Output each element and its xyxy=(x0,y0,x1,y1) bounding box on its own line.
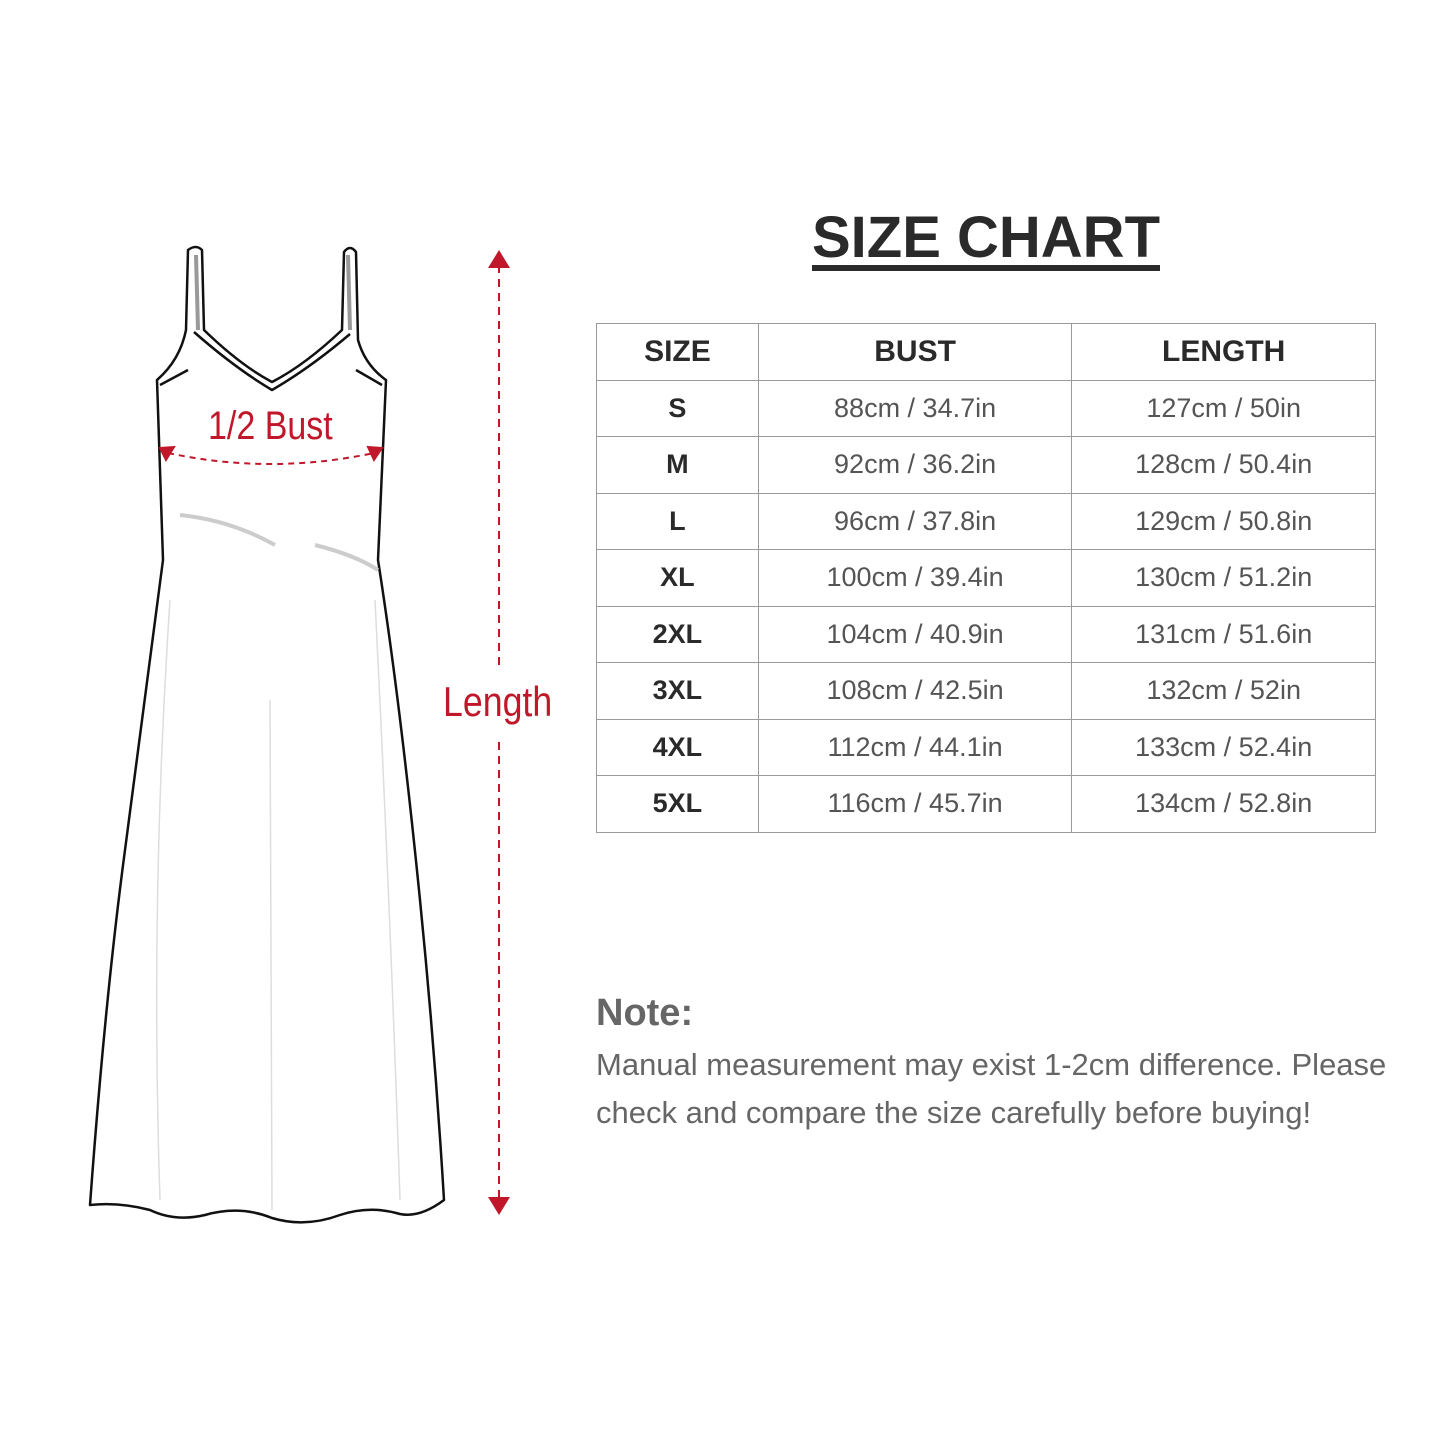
size-table: SIZE BUST LENGTH S 88cm / 34.7in 127cm / 5… xyxy=(596,323,1376,833)
dress-outline xyxy=(88,245,446,1224)
table-row: 4XL 112cm / 44.1in 133cm / 52.4in xyxy=(596,718,1376,776)
note: Note: Manual measurement may exist 1-2cm… xyxy=(596,992,1396,1137)
cell-length: 129cm / 50.8in xyxy=(1071,492,1376,550)
table-row: 3XL 108cm / 42.5in 132cm / 52in xyxy=(596,662,1376,720)
cell-length: 130cm / 51.2in xyxy=(1071,549,1376,607)
table-row: 5XL 116cm / 45.7in 134cm / 52.8in xyxy=(596,775,1376,833)
note-title: Note: xyxy=(596,992,694,1034)
note-text: Manual measurement may exist 1-2cm diffe… xyxy=(596,1047,1387,1130)
header-size: SIZE xyxy=(596,323,759,381)
arrow-up-icon xyxy=(488,250,510,268)
cell-length: 128cm / 50.4in xyxy=(1071,436,1376,494)
cell-length: 127cm / 50in xyxy=(1071,379,1376,437)
cell-bust: 108cm / 42.5in xyxy=(757,662,1073,720)
arrow-down-icon xyxy=(488,1197,510,1215)
cell-bust: 100cm / 39.4in xyxy=(757,549,1073,607)
table-row: S 88cm / 34.7in 127cm / 50in xyxy=(596,379,1376,437)
cell-bust: 92cm / 36.2in xyxy=(757,436,1073,494)
cell-size: 2XL xyxy=(596,605,759,663)
cell-bust: 104cm / 40.9in xyxy=(757,605,1073,663)
cell-size: M xyxy=(596,436,759,494)
neckline xyxy=(193,331,351,392)
cell-size: XL xyxy=(596,549,759,607)
cell-length: 133cm / 52.4in xyxy=(1071,718,1376,776)
cell-bust: 96cm / 37.8in xyxy=(757,492,1073,550)
cell-size: 5XL xyxy=(596,775,759,833)
cell-bust: 88cm / 34.7in xyxy=(757,379,1073,437)
bust-label: 1/2 Bust xyxy=(208,404,333,448)
cell-length: 132cm / 52in xyxy=(1071,662,1376,720)
header-length: LENGTH xyxy=(1071,323,1376,381)
cell-length: 134cm / 52.8in xyxy=(1071,775,1376,833)
cell-size: 4XL xyxy=(596,718,759,776)
cell-size: 3XL xyxy=(596,662,759,720)
table-row: M 92cm / 36.2in 128cm / 50.4in xyxy=(596,436,1376,494)
table-header-row: SIZE BUST LENGTH xyxy=(596,323,1376,381)
dress-illustration xyxy=(88,245,510,1224)
arrow-left-icon xyxy=(158,445,176,463)
table-row: XL 100cm / 39.4in 130cm / 51.2in xyxy=(596,549,1376,607)
arrow-right-icon xyxy=(366,445,384,463)
bust-measure-line xyxy=(167,452,375,465)
cell-size: L xyxy=(596,492,759,550)
cell-length: 131cm / 51.6in xyxy=(1071,605,1376,663)
cell-bust: 112cm / 44.1in xyxy=(757,718,1073,776)
cell-size: S xyxy=(596,379,759,437)
table-row: L 96cm / 37.8in 129cm / 50.8in xyxy=(596,492,1376,550)
table-row: 2XL 104cm / 40.9in 131cm / 51.6in xyxy=(596,605,1376,663)
cell-bust: 116cm / 45.7in xyxy=(757,775,1073,833)
page-title: SIZE CHART xyxy=(812,205,1160,270)
header-bust: BUST xyxy=(757,323,1073,381)
length-label: Length xyxy=(443,678,553,725)
